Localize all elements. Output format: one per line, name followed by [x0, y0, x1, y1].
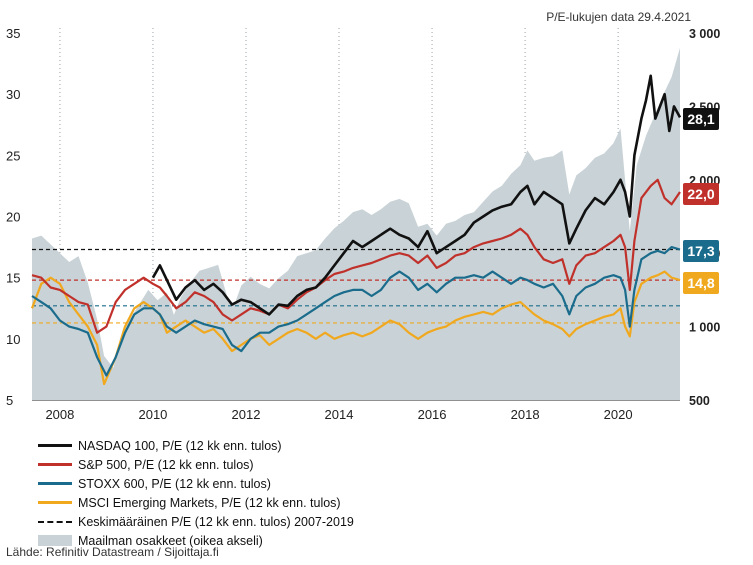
legend-swatch [38, 444, 72, 447]
legend: NASDAQ 100, P/E (12 kk enn. tulos) S&P 50… [38, 436, 354, 550]
x-tick-2008: 2008 [45, 407, 74, 422]
end-label-nasdaq-100: 28,1 [683, 108, 719, 130]
y-left-tick-35: 35 [6, 26, 20, 41]
x-tick-2010: 2010 [138, 407, 167, 422]
end-labels: 28,1 22,0 17,3 14,8 [683, 108, 719, 294]
world-stocks-area-shape [32, 47, 680, 400]
legend-swatch [38, 463, 72, 466]
end-label-msci-emerging-markets: 14,8 [683, 272, 719, 294]
source-text: Lähde: Refinitiv Datastream / Sijoittaja… [6, 545, 219, 559]
svg-text:28,1: 28,1 [687, 111, 714, 127]
y-left-tick-15: 15 [6, 271, 20, 286]
x-tick-2012: 2012 [232, 407, 261, 422]
legend-label: MSCI Emerging Markets, P/E (12 kk enn. t… [78, 495, 341, 510]
y-left-tick-30: 30 [6, 87, 20, 102]
world-stocks-area [32, 47, 680, 400]
legend-label: Maailman osakkeet (oikea akseli) [78, 533, 263, 548]
svg-text:17,3: 17,3 [687, 243, 714, 259]
x-tick-2020: 2020 [604, 407, 633, 422]
legend-label: Keskimääräinen P/E (12 kk enn. tulos) 20… [78, 514, 354, 529]
y-right-tick-3000: 3 000 [689, 27, 720, 41]
legend-swatch [38, 520, 72, 523]
series-line-msci-emerging-markets [30, 270, 681, 386]
legend-item: NASDAQ 100, P/E (12 kk enn. tulos) [38, 436, 354, 455]
legend-label: STOXX 600, P/E (12 kk enn. tulos) [78, 476, 271, 491]
x-tick-2014: 2014 [325, 407, 354, 422]
x-tick-2016: 2016 [418, 407, 447, 422]
legend-swatch [38, 501, 72, 504]
y-left-tick-10: 10 [6, 332, 20, 347]
series-line-stoxx-600 [31, 246, 681, 377]
series-line-nasdaq-100 [151, 74, 682, 316]
legend-item: Keskimääräinen P/E (12 kk enn. tulos) 20… [38, 512, 354, 531]
legend-item: MSCI Emerging Markets, P/E (12 kk enn. t… [38, 493, 354, 512]
y-left-tick-5: 5 [6, 393, 13, 408]
left-axis-labels: 5 10 15 20 25 30 35 [6, 26, 20, 408]
legend-label: S&P 500, P/E (12 kk enn. tulos) [78, 457, 254, 472]
series-lines [30, 74, 682, 386]
x-tick-2018: 2018 [511, 407, 540, 422]
end-label-stoxx-600: 17,3 [683, 240, 719, 262]
y-left-tick-25: 25 [6, 148, 20, 163]
y-left-tick-20: 20 [6, 210, 20, 225]
data-date-note: P/E-lukujen data 29.4.2021 [546, 10, 691, 24]
legend-item: Maailman osakkeet (oikea akseli) [38, 531, 354, 550]
legend-swatch [38, 535, 72, 546]
series-line-s-p-500 [31, 178, 681, 334]
y-right-tick-500: 500 [689, 394, 710, 408]
svg-text:22,0: 22,0 [687, 186, 714, 202]
svg-text:14,8: 14,8 [687, 275, 714, 291]
legend-item: S&P 500, P/E (12 kk enn. tulos) [38, 455, 354, 474]
y-right-tick-1000: 1 000 [689, 321, 720, 335]
x-axis-labels: 2008 2010 2012 2014 2016 2018 2020 [45, 407, 632, 422]
legend-swatch [38, 482, 72, 485]
end-label-s-p-500: 22,0 [683, 183, 719, 205]
legend-item: STOXX 600, P/E (12 kk enn. tulos) [38, 474, 354, 493]
legend-label: NASDAQ 100, P/E (12 kk enn. tulos) [78, 438, 282, 453]
